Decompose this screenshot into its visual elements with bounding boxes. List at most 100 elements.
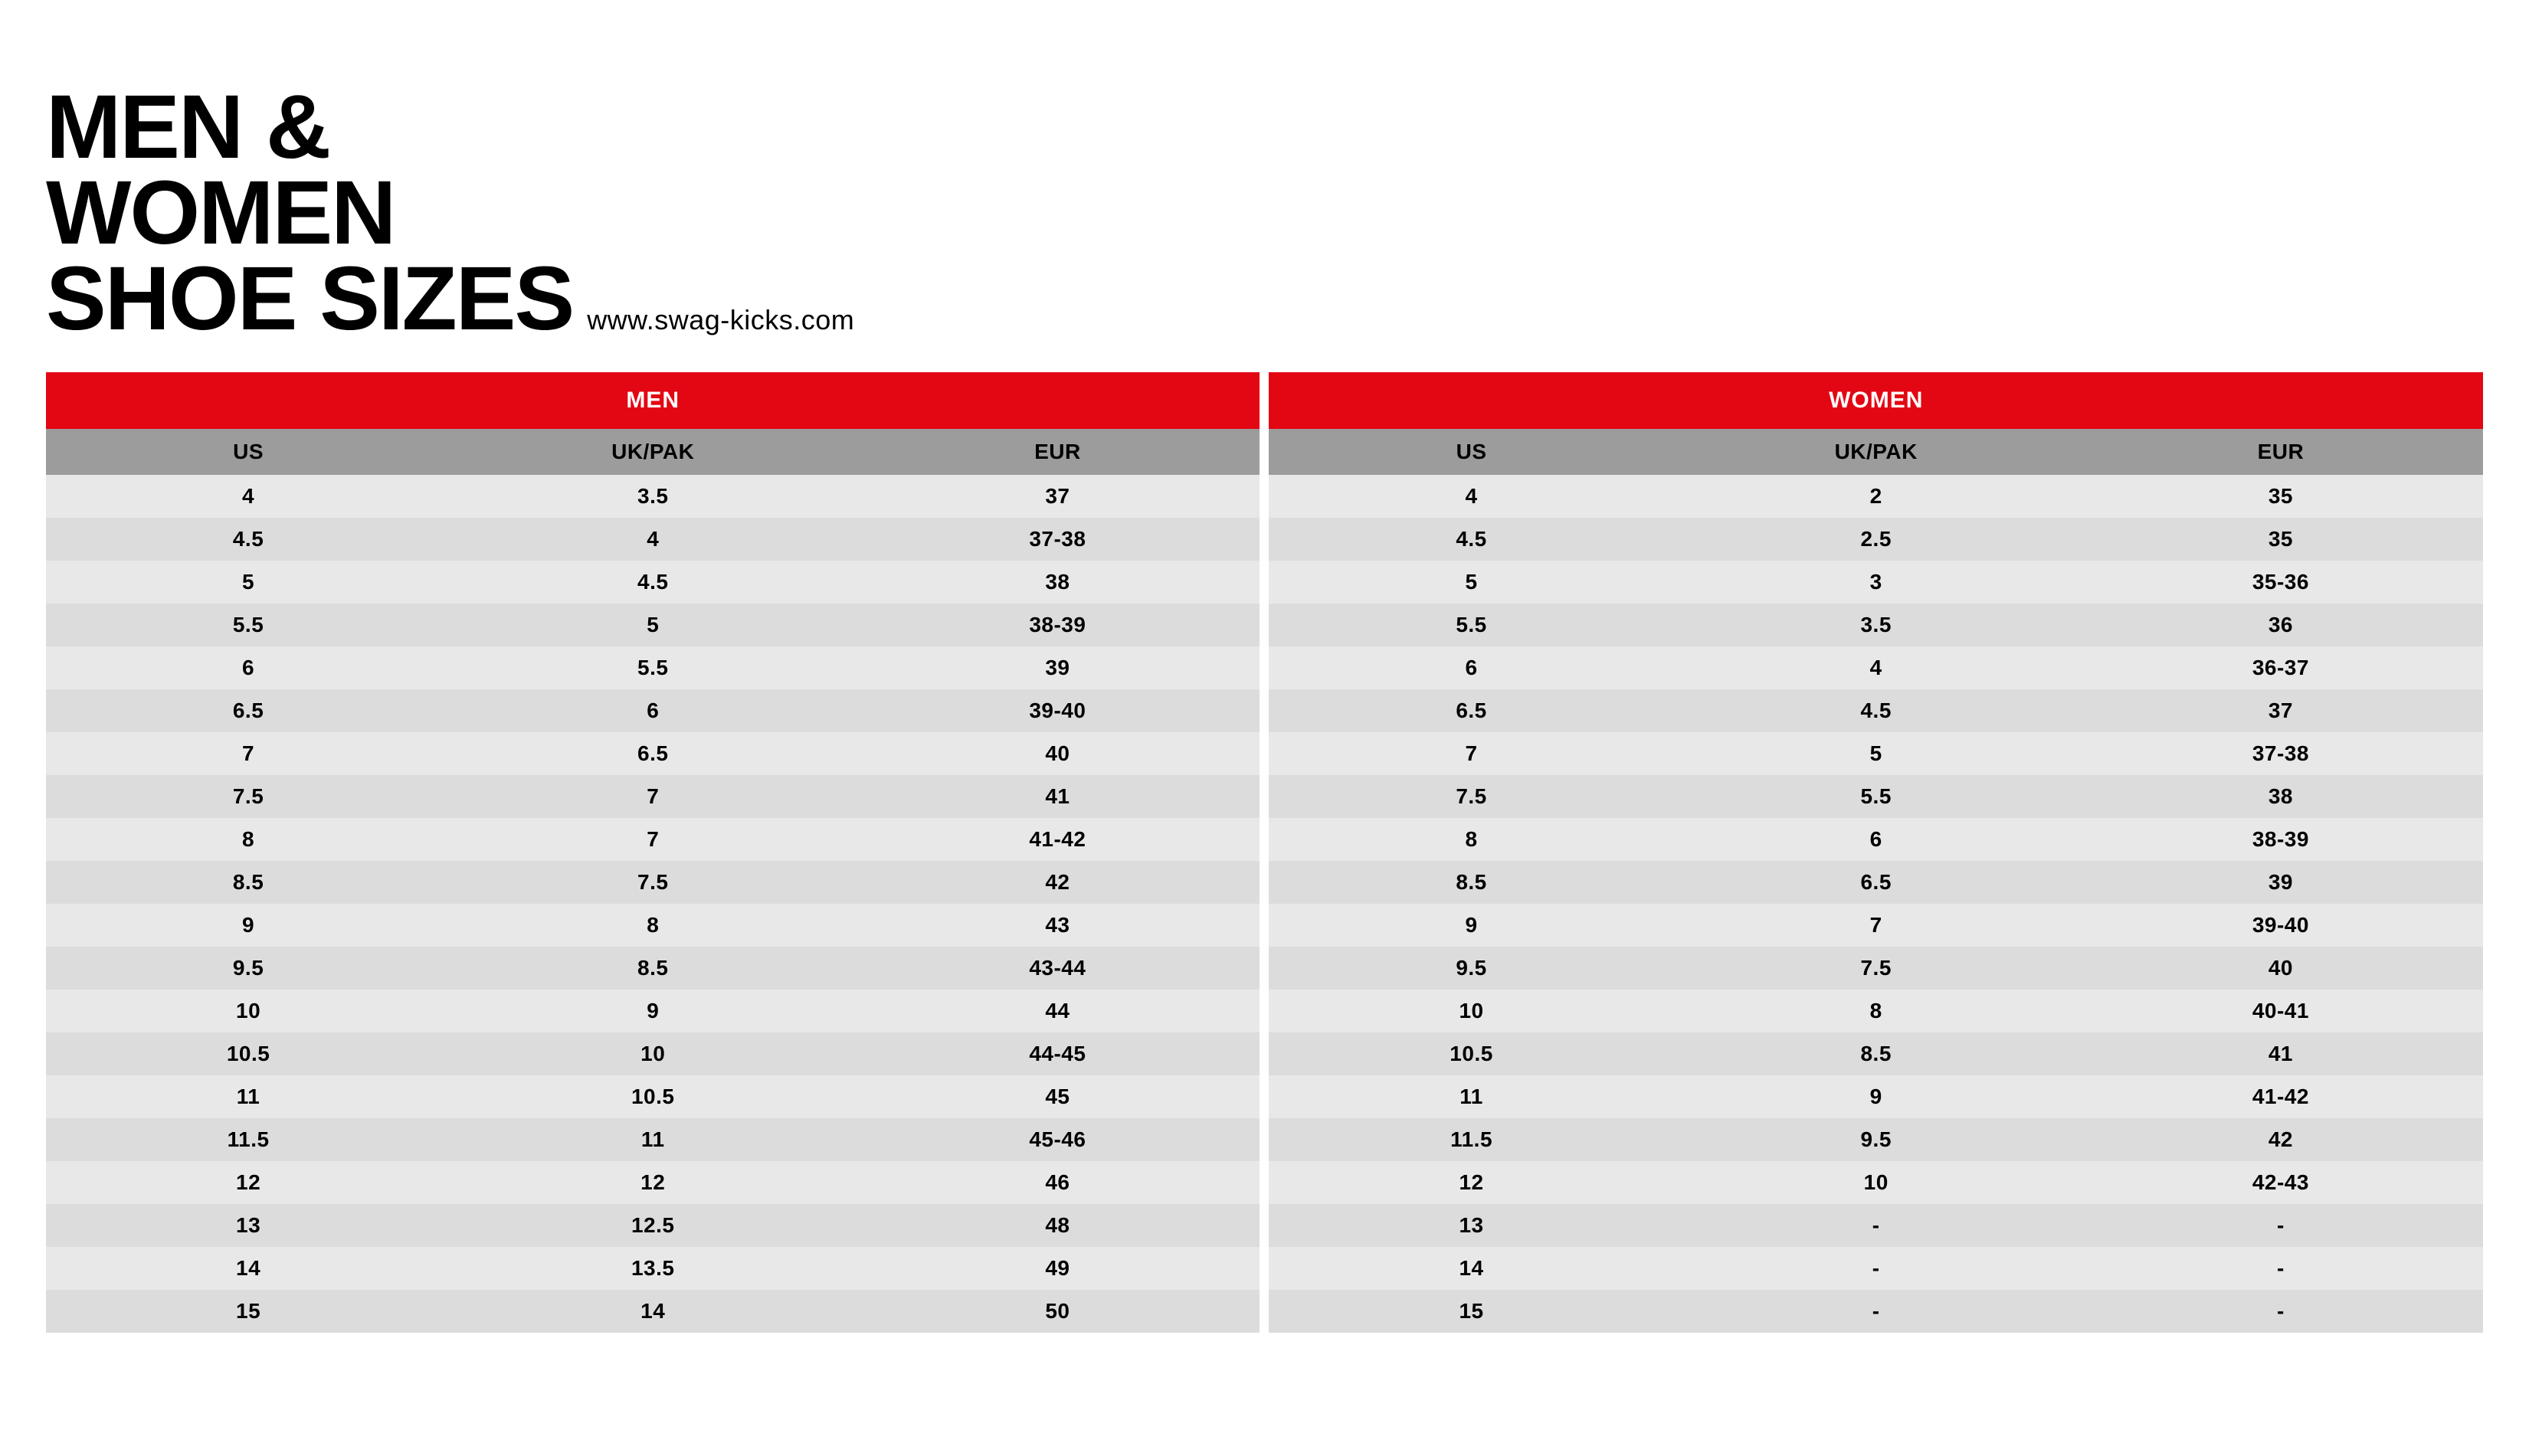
size-cell: 2.5 xyxy=(1674,518,2079,561)
size-cell: 38 xyxy=(855,561,1260,604)
size-cell: 35-36 xyxy=(2079,561,2483,604)
size-cell: 7 xyxy=(46,732,450,775)
table-row: 1094410840-41 xyxy=(46,990,2483,1032)
table-row: 1110.54511941-42 xyxy=(46,1075,2483,1118)
size-cell: 7 xyxy=(1674,904,2079,947)
table-row: 6.5639-406.54.537 xyxy=(46,689,2483,732)
size-cell: 37 xyxy=(2079,689,2483,732)
size-cell: - xyxy=(1674,1247,2079,1290)
table-row: 4.5437-384.52.535 xyxy=(46,518,2483,561)
table-row: 11.51145-4611.59.542 xyxy=(46,1118,2483,1161)
size-cell: 5.5 xyxy=(46,604,450,646)
size-cell: 12 xyxy=(46,1161,450,1204)
size-cell: 4 xyxy=(450,518,855,561)
size-cell: 36-37 xyxy=(2079,646,2483,689)
size-cell: 4 xyxy=(1674,646,2079,689)
column-separator xyxy=(1260,775,1269,818)
size-cell: 9 xyxy=(46,904,450,947)
size-cell: 13.5 xyxy=(450,1247,855,1290)
column-separator xyxy=(1260,732,1269,775)
size-cell: 8 xyxy=(1269,818,1673,861)
size-cell: 35 xyxy=(2079,475,2483,518)
size-cell: 4.5 xyxy=(450,561,855,604)
column-separator xyxy=(1260,561,1269,604)
size-cell: 39 xyxy=(2079,861,2483,904)
table-row: 9.58.543-449.57.540 xyxy=(46,947,2483,990)
column-separator xyxy=(1260,689,1269,732)
column-separator xyxy=(1260,904,1269,947)
unit-header-row: USUK/PAKEURUSUK/PAKEUR xyxy=(46,429,2483,475)
size-cell: 48 xyxy=(855,1204,1260,1247)
column-separator xyxy=(1260,1118,1269,1161)
size-cell: 40 xyxy=(855,732,1260,775)
size-cell: 2 xyxy=(1674,475,2079,518)
size-cell: 7 xyxy=(450,818,855,861)
table-row: 10.51044-4510.58.541 xyxy=(46,1032,2483,1075)
table-row: 76.5407537-38 xyxy=(46,732,2483,775)
size-cell: 11 xyxy=(1269,1075,1673,1118)
column-header: UK/PAK xyxy=(450,429,855,475)
table-row: 8.57.5428.56.539 xyxy=(46,861,2483,904)
column-separator xyxy=(1260,1247,1269,1290)
column-separator xyxy=(1260,1075,1269,1118)
column-separator xyxy=(1260,646,1269,689)
size-cell: 46 xyxy=(855,1161,1260,1204)
size-cell: 41 xyxy=(2079,1032,2483,1075)
size-cell: 7.5 xyxy=(1674,947,2079,990)
header-women: WOMEN xyxy=(1269,372,2483,429)
size-cell: 6 xyxy=(1269,646,1673,689)
column-separator xyxy=(1260,1290,1269,1333)
size-cell: 3.5 xyxy=(450,475,855,518)
header-men: MEN xyxy=(46,372,1260,429)
size-cell: 6.5 xyxy=(46,689,450,732)
size-cell: 36 xyxy=(2079,604,2483,646)
size-cell: 5 xyxy=(46,561,450,604)
size-cell: 41-42 xyxy=(2079,1075,2483,1118)
size-cell: 10.5 xyxy=(1269,1032,1673,1075)
size-cell: 4.5 xyxy=(46,518,450,561)
size-cell: 11 xyxy=(450,1118,855,1161)
table-row: 8741-428638-39 xyxy=(46,818,2483,861)
size-cell: 12.5 xyxy=(450,1204,855,1247)
size-cell: 4.5 xyxy=(1674,689,2079,732)
size-cell: 3 xyxy=(1674,561,2079,604)
site-url: www.swag-kicks.com xyxy=(587,304,854,336)
column-separator xyxy=(1260,947,1269,990)
table-row: 121246121042-43 xyxy=(46,1161,2483,1204)
size-cell: 45 xyxy=(855,1075,1260,1118)
size-cell: 14 xyxy=(450,1290,855,1333)
size-cell: 43 xyxy=(855,904,1260,947)
size-cell: 12 xyxy=(450,1161,855,1204)
table-row: 7.57417.55.538 xyxy=(46,775,2483,818)
size-cell: 5.5 xyxy=(1674,775,2079,818)
size-cell: 43-44 xyxy=(855,947,1260,990)
size-cell: 44 xyxy=(855,990,1260,1032)
size-cell: 6.5 xyxy=(450,732,855,775)
column-separator xyxy=(1260,1204,1269,1247)
size-cell: 42 xyxy=(2079,1118,2483,1161)
table-row: 1413.54914-- xyxy=(46,1247,2483,1290)
size-cell: 6.5 xyxy=(1674,861,2079,904)
size-cell: 8 xyxy=(46,818,450,861)
size-cell: 9 xyxy=(1674,1075,2079,1118)
size-cell: 7.5 xyxy=(46,775,450,818)
size-cell: 7.5 xyxy=(1269,775,1673,818)
size-cell: 39 xyxy=(855,646,1260,689)
size-cell: 38-39 xyxy=(2079,818,2483,861)
chart-title-line3: SHOE SIZES xyxy=(46,256,573,342)
size-cell: 6 xyxy=(46,646,450,689)
column-header: US xyxy=(1269,429,1673,475)
table-row: 15145015-- xyxy=(46,1290,2483,1333)
size-cell: - xyxy=(1674,1290,2079,1333)
size-cell: 42 xyxy=(855,861,1260,904)
column-separator xyxy=(1260,861,1269,904)
size-cell: 5 xyxy=(450,604,855,646)
size-cell: 8 xyxy=(1674,990,2079,1032)
size-cell: 41 xyxy=(855,775,1260,818)
size-cell: 15 xyxy=(46,1290,450,1333)
size-cell: 40 xyxy=(2079,947,2483,990)
size-cell: 37-38 xyxy=(855,518,1260,561)
size-cell: 6 xyxy=(1674,818,2079,861)
size-cell: - xyxy=(2079,1247,2483,1290)
size-cell: 8.5 xyxy=(1269,861,1673,904)
